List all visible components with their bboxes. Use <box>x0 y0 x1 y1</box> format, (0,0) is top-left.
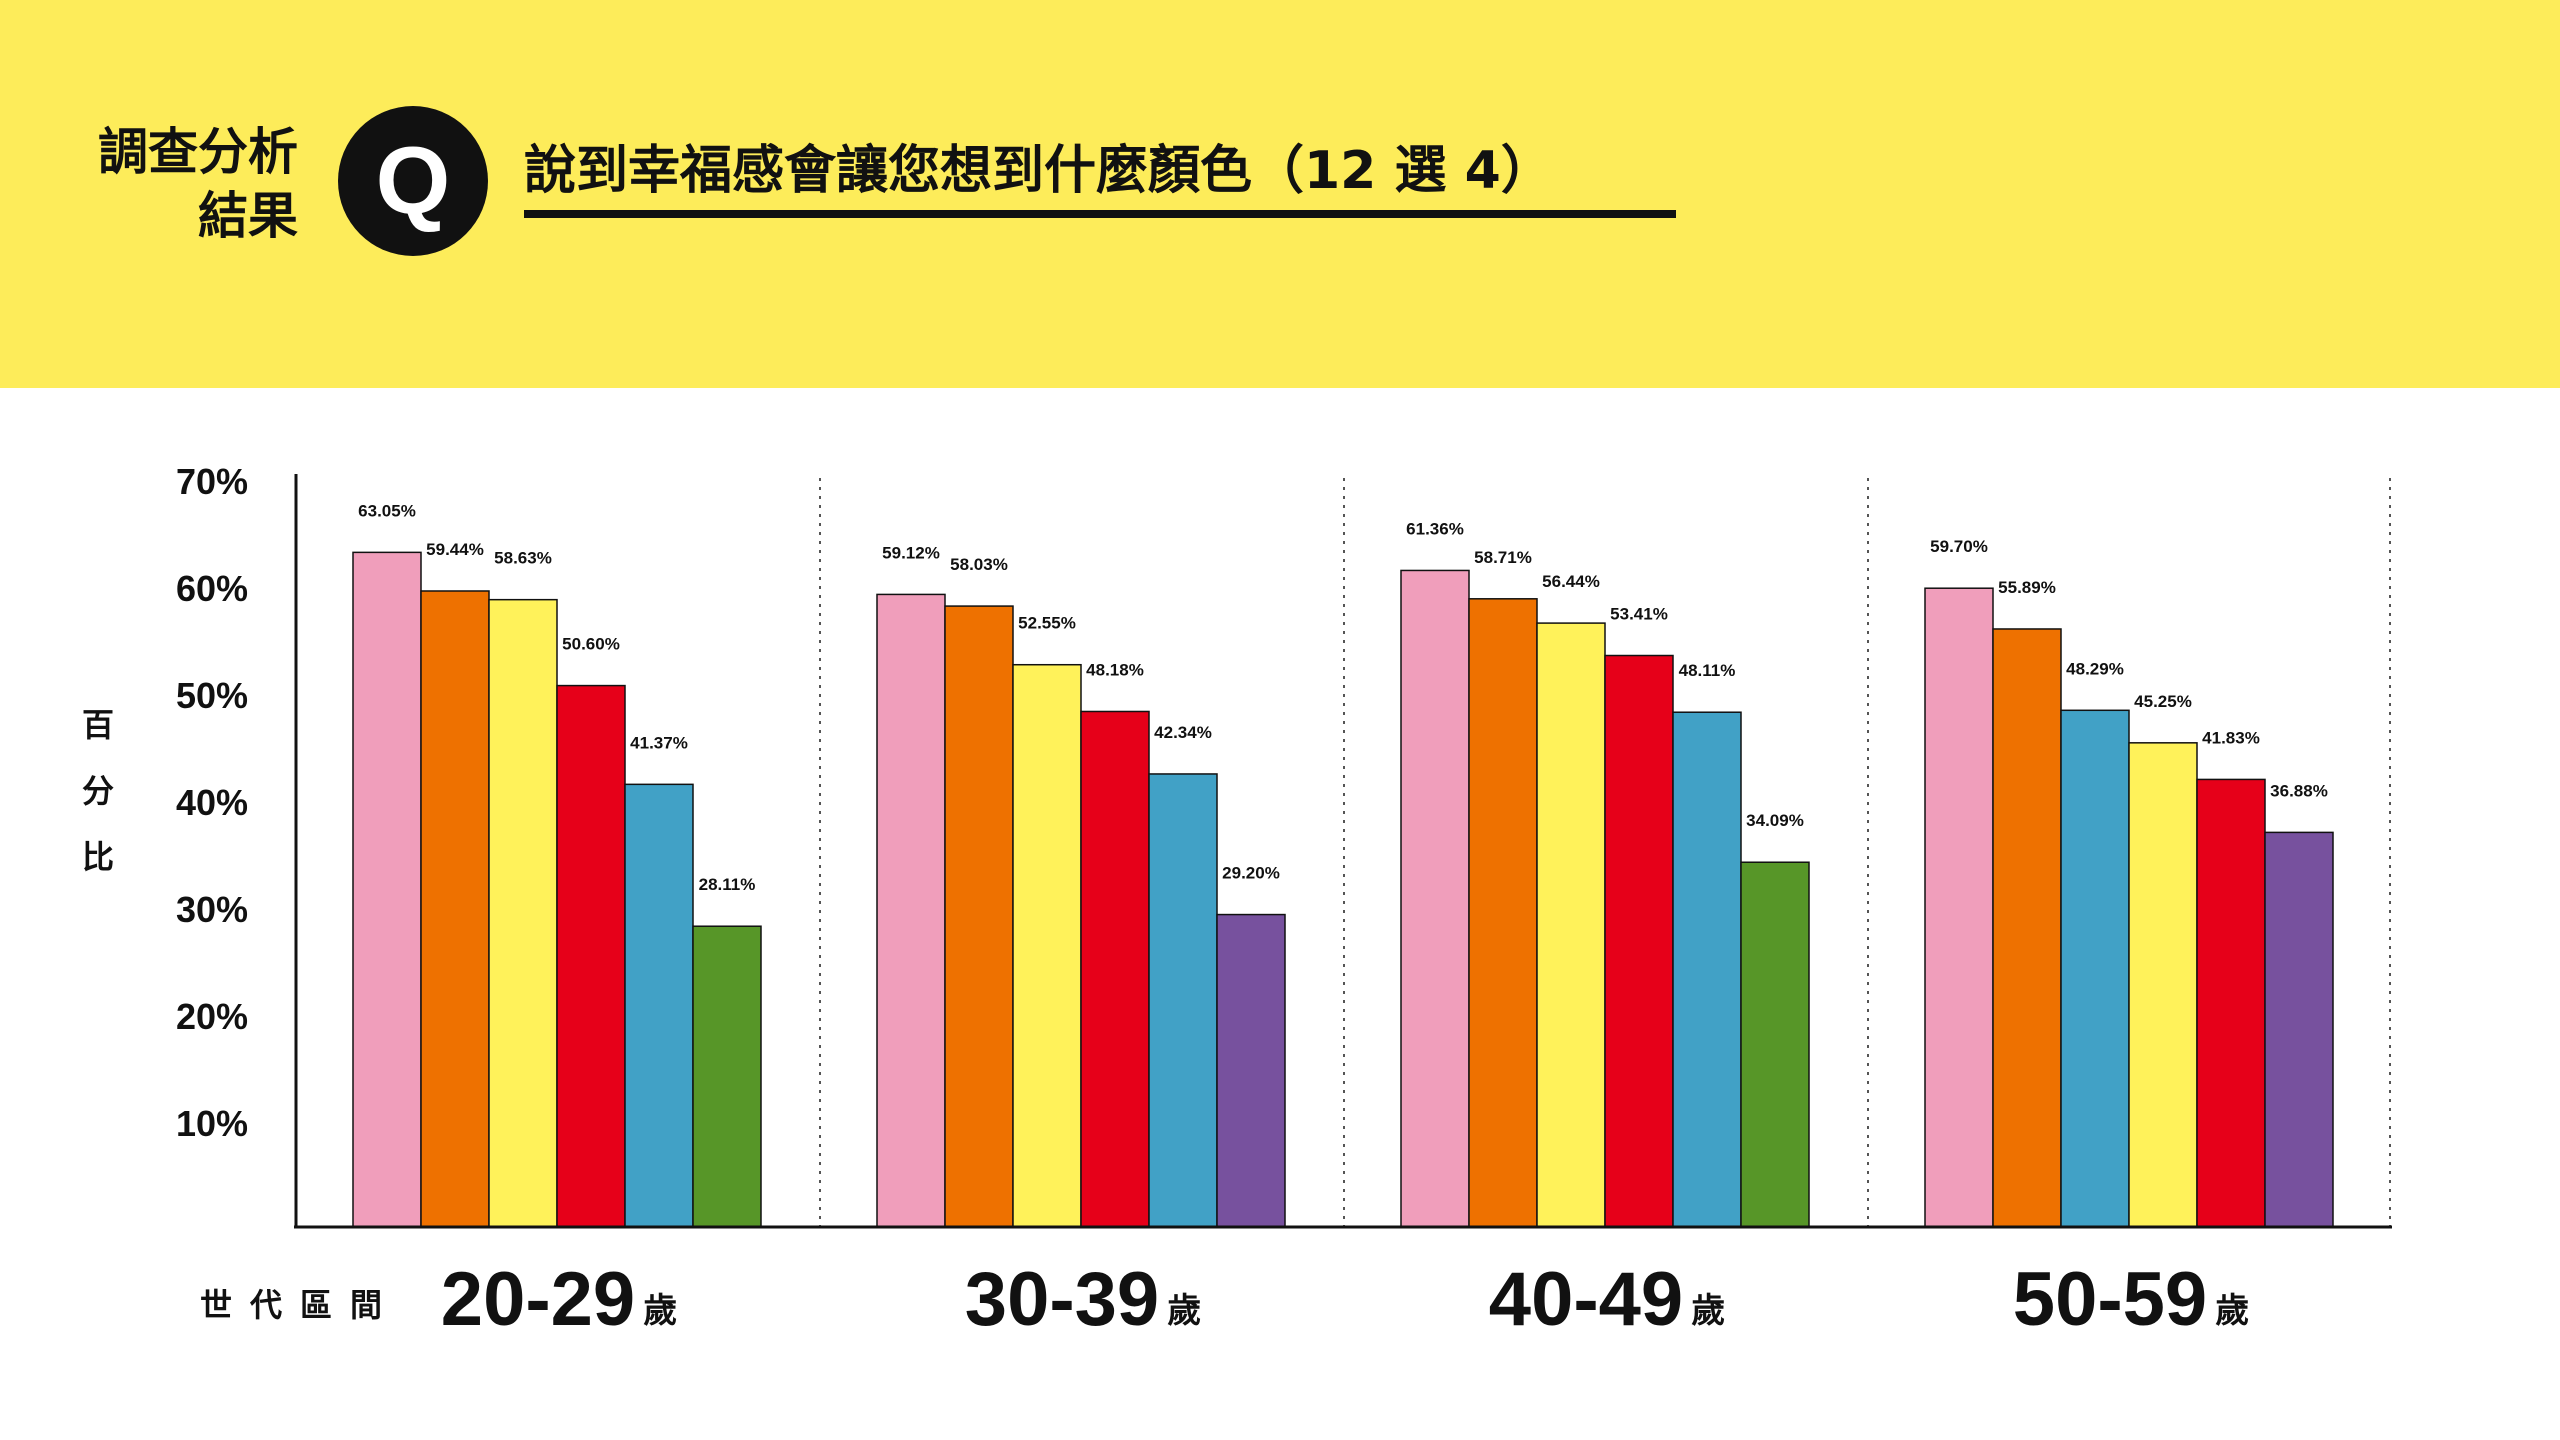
bar-value-label: 29.20% <box>1222 864 1280 883</box>
bar-value-label: 63.05% <box>358 501 416 520</box>
bar-value-label: 58.63% <box>494 549 552 568</box>
bar-green <box>1740 861 1810 1228</box>
bar-orange <box>420 590 490 1228</box>
bar-yellow <box>1536 622 1606 1228</box>
bar-value-label: 59.12% <box>882 543 940 562</box>
bar-value-label: 42.34% <box>1154 723 1212 742</box>
bar-value-label: 53.41% <box>1610 605 1668 624</box>
age-unit-label: 歲 <box>1691 1291 1725 1331</box>
bar-value-label: 45.25% <box>2134 692 2192 711</box>
question-title: 說到幸福感會讓您想到什麼顏色（12 選 4） <box>524 141 1553 201</box>
y-tick-label: 50% <box>176 675 248 716</box>
bar-value-label: 28.11% <box>699 875 756 894</box>
age-group-label: 40-49 <box>1489 1257 1683 1342</box>
y-tick-label: 70% <box>176 461 248 502</box>
survey-result-label: 調查分析 結果 <box>98 120 298 248</box>
bar-red <box>556 684 626 1228</box>
y-tick-label: 30% <box>176 889 248 930</box>
y-tick-label: 10% <box>176 1103 248 1144</box>
survey-label-line1: 調查分析 <box>98 123 298 181</box>
bar-pink <box>1924 587 1994 1228</box>
age-group-label: 50-59 <box>2013 1257 2207 1342</box>
bar-blue <box>2060 709 2130 1228</box>
bar-value-label: 55.89% <box>1998 578 2056 597</box>
bar-orange <box>944 605 1014 1228</box>
bar-orange <box>1468 598 1538 1228</box>
age-group-label: 30-39 <box>965 1257 1159 1342</box>
bar-blue <box>1672 711 1742 1228</box>
bar-value-label: 50.60% <box>562 635 620 654</box>
bar-value-label: 48.29% <box>2066 659 2124 678</box>
bar-value-label: 34.09% <box>1746 811 1804 830</box>
y-axis-title-char: 百 <box>81 706 114 744</box>
bar-yellow <box>1012 663 1082 1228</box>
bar-blue <box>1148 773 1218 1228</box>
y-tick-label: 40% <box>176 782 248 823</box>
bar-value-label: 59.44% <box>426 540 484 559</box>
y-tick-label: 20% <box>176 996 248 1037</box>
bar-value-label: 52.55% <box>1018 614 1076 633</box>
bar-purple <box>1216 913 1286 1228</box>
bar-value-label: 41.37% <box>630 733 688 752</box>
bar-pink <box>1400 569 1470 1228</box>
bar-green <box>692 925 762 1228</box>
age-unit-label: 歲 <box>1167 1291 1201 1331</box>
bar-red <box>1080 710 1150 1228</box>
y-axis-title: 百 分 比 <box>80 692 116 890</box>
bar-orange <box>1992 628 2062 1228</box>
age-unit-label: 歲 <box>2215 1291 2249 1331</box>
bar-value-label: 56.44% <box>1542 572 1600 591</box>
bar-purple <box>2264 831 2334 1228</box>
question-badge-icon: Q <box>338 106 488 256</box>
bar-value-label: 36.88% <box>2270 781 2328 800</box>
y-axis-title-char: 比 <box>81 838 114 876</box>
bar-red <box>1604 654 1674 1228</box>
bar-value-label: 61.36% <box>1406 519 1464 538</box>
bar-value-label: 41.83% <box>2202 728 2260 747</box>
x-axis-title: 世代區間 <box>200 1286 401 1324</box>
bar-pink <box>876 593 946 1228</box>
survey-label-line2: 結果 <box>198 187 298 245</box>
y-axis-title-char: 分 <box>81 772 114 810</box>
bar-value-label: 58.03% <box>950 555 1008 574</box>
bar-blue <box>624 783 694 1228</box>
bar-value-label: 48.11% <box>1679 661 1736 680</box>
bar-yellow <box>488 598 558 1228</box>
bar-value-label: 48.18% <box>1086 660 1144 679</box>
bar-value-label: 59.70% <box>1930 537 1988 556</box>
bar-yellow <box>2128 742 2198 1228</box>
question-underline <box>524 210 1676 218</box>
bar-red <box>2196 778 2266 1228</box>
bar-pink <box>352 551 422 1228</box>
age-unit-label: 歲 <box>643 1291 677 1331</box>
bar-value-label: 58.71% <box>1474 548 1532 567</box>
age-group-label: 20-29 <box>441 1257 635 1342</box>
y-tick-label: 60% <box>176 568 248 609</box>
